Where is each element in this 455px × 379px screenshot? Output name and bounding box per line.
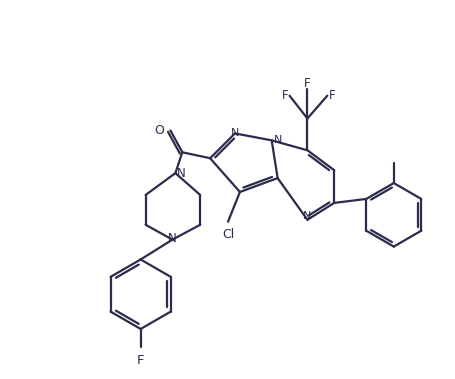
Text: F: F [328, 89, 335, 102]
Text: F: F [303, 77, 310, 90]
Text: F: F [136, 354, 144, 367]
Text: Cl: Cl [222, 228, 233, 241]
Text: F: F [282, 89, 288, 102]
Text: N: N [167, 232, 177, 245]
Text: N: N [177, 167, 186, 180]
Text: N: N [273, 135, 282, 146]
Text: O: O [154, 124, 164, 137]
Text: N: N [230, 128, 238, 138]
Text: N: N [303, 211, 311, 221]
